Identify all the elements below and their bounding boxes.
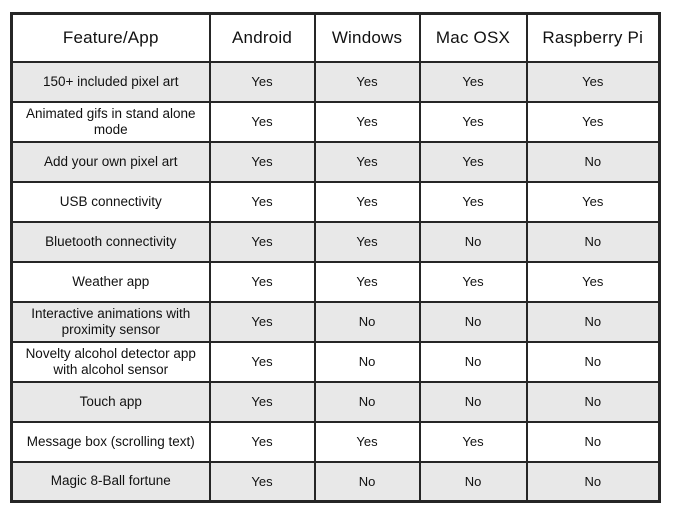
table-row: Message box (scrolling text) Yes Yes Yes… [10, 420, 661, 463]
value-cell-windows: Yes [313, 140, 421, 183]
feature-cell: 150+ included pixel art [10, 60, 211, 103]
value-cell-raspberry-pi: No [525, 300, 661, 343]
value-cell-mac-osx: Yes [418, 180, 528, 223]
value-cell-windows: Yes [313, 420, 421, 463]
table-row: Magic 8-Ball fortune Yes No No No [10, 460, 661, 503]
value-cell-windows: Yes [313, 100, 421, 143]
value-cell-raspberry-pi: No [525, 380, 661, 423]
value-cell-raspberry-pi: Yes [525, 260, 661, 303]
value-cell-raspberry-pi: No [525, 420, 661, 463]
value-cell-mac-osx: Yes [418, 60, 528, 103]
value-cell-android: Yes [208, 260, 316, 303]
feature-cell: Bluetooth connectivity [10, 220, 211, 263]
table-row: Interactive animations with proximity se… [10, 300, 661, 343]
table-row: Novelty alcohol detector app with alcoho… [10, 340, 661, 383]
feature-cell: Animated gifs in stand alone mode [10, 100, 211, 143]
value-cell-windows: Yes [313, 180, 421, 223]
value-cell-windows: Yes [313, 260, 421, 303]
value-cell-android: Yes [208, 380, 316, 423]
value-cell-mac-osx: No [418, 340, 528, 383]
header-row: Feature/App Android Windows Mac OSX Rasp… [10, 12, 661, 63]
table-row: Weather app Yes Yes Yes Yes [10, 260, 661, 303]
value-cell-raspberry-pi: No [525, 220, 661, 263]
feature-cell: Interactive animations with proximity se… [10, 300, 211, 343]
value-cell-mac-osx: Yes [418, 420, 528, 463]
header-feature-app: Feature/App [10, 12, 211, 63]
table-row: Bluetooth connectivity Yes Yes No No [10, 220, 661, 263]
value-cell-android: Yes [208, 420, 316, 463]
feature-cell: Message box (scrolling text) [10, 420, 211, 463]
table-row: 150+ included pixel art Yes Yes Yes Yes [10, 60, 661, 103]
value-cell-mac-osx: Yes [418, 140, 528, 183]
header-raspberry-pi: Raspberry Pi [525, 12, 661, 63]
value-cell-windows: Yes [313, 60, 421, 103]
header-windows: Windows [313, 12, 421, 63]
feature-cell: Add your own pixel art [10, 140, 211, 183]
value-cell-android: Yes [208, 340, 316, 383]
value-cell-raspberry-pi: Yes [525, 60, 661, 103]
value-cell-raspberry-pi: No [525, 340, 661, 383]
value-cell-raspberry-pi: Yes [525, 180, 661, 223]
value-cell-windows: No [313, 460, 421, 503]
value-cell-mac-osx: No [418, 380, 528, 423]
table-row: Touch app Yes No No No [10, 380, 661, 423]
header-mac-osx: Mac OSX [418, 12, 528, 63]
value-cell-raspberry-pi: No [525, 460, 661, 503]
value-cell-windows: No [313, 300, 421, 343]
value-cell-android: Yes [208, 60, 316, 103]
value-cell-windows: No [313, 380, 421, 423]
value-cell-mac-osx: Yes [418, 100, 528, 143]
value-cell-mac-osx: No [418, 220, 528, 263]
table-row: Add your own pixel art Yes Yes Yes No [10, 140, 661, 183]
value-cell-android: Yes [208, 460, 316, 503]
feature-cell: Weather app [10, 260, 211, 303]
table-row: USB connectivity Yes Yes Yes Yes [10, 180, 661, 223]
value-cell-android: Yes [208, 140, 316, 183]
header-android: Android [208, 12, 316, 63]
value-cell-windows: Yes [313, 220, 421, 263]
feature-cell: Magic 8-Ball fortune [10, 460, 211, 503]
value-cell-windows: No [313, 340, 421, 383]
value-cell-mac-osx: No [418, 300, 528, 343]
value-cell-android: Yes [208, 180, 316, 223]
feature-cell: Touch app [10, 380, 211, 423]
feature-cell: Novelty alcohol detector app with alcoho… [10, 340, 211, 383]
value-cell-android: Yes [208, 300, 316, 343]
value-cell-raspberry-pi: No [525, 140, 661, 183]
value-cell-raspberry-pi: Yes [525, 100, 661, 143]
value-cell-android: Yes [208, 220, 316, 263]
value-cell-android: Yes [208, 100, 316, 143]
feature-comparison-table: Feature/App Android Windows Mac OSX Rasp… [10, 12, 661, 503]
value-cell-mac-osx: Yes [418, 260, 528, 303]
feature-cell: USB connectivity [10, 180, 211, 223]
table-row: Animated gifs in stand alone mode Yes Ye… [10, 100, 661, 143]
value-cell-mac-osx: No [418, 460, 528, 503]
